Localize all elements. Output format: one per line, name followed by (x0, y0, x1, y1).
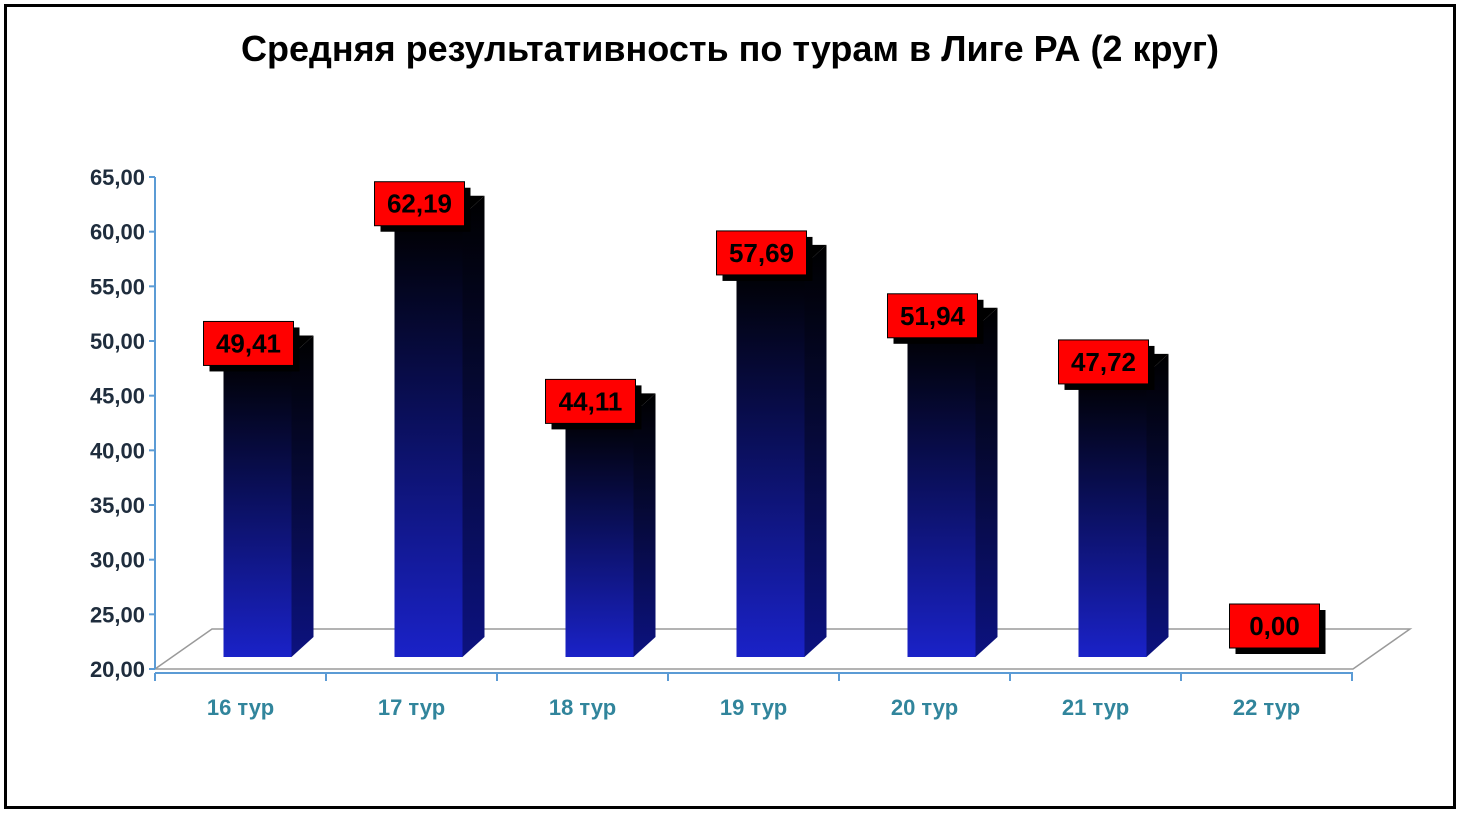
data-label-box (716, 230, 807, 276)
y-tick-label: 30,00 (90, 548, 145, 573)
bar-side-face (291, 335, 314, 657)
bar (736, 244, 827, 657)
bar-front-face (736, 264, 805, 657)
y-tick-label: 20,00 (90, 657, 145, 682)
y-tick-label: 65,00 (90, 165, 145, 190)
bar-side-face (633, 393, 656, 657)
data-label-box (1229, 603, 1320, 649)
bar-front-face (394, 215, 463, 658)
data-label-text: 44,11 (559, 386, 623, 416)
data-label-text: 47,72 (1071, 347, 1136, 377)
data-label: 0,00 (1229, 603, 1326, 654)
data-label-text: 0,00 (1249, 611, 1300, 641)
bar-side-face (804, 244, 827, 657)
chart-title: Средняя результативность по турам в Лиге… (241, 28, 1219, 69)
data-label-box (374, 181, 465, 227)
x-tick-label: 19 тур (720, 695, 787, 720)
x-tick-label: 17 тур (378, 695, 445, 720)
data-label-text: 49,41 (216, 328, 281, 358)
data-label-text: 57,69 (729, 238, 794, 268)
x-tick-label: 22 тур (1233, 695, 1300, 720)
x-tick-label: 16 тур (207, 695, 274, 720)
data-label: 62,19 (374, 181, 471, 232)
bar-side-face (975, 307, 998, 657)
bar-front-face (223, 355, 292, 657)
x-tick-label: 20 тур (891, 695, 958, 720)
data-label: 49,41 (203, 320, 300, 372)
data-label-text: 62,19 (387, 189, 452, 219)
chart-floor (152, 628, 1413, 670)
bar (394, 195, 485, 658)
x-tick-label: 21 тур (1062, 695, 1129, 720)
bar (907, 307, 998, 657)
data-label-box (887, 293, 978, 339)
y-tick-label: 55,00 (90, 274, 145, 299)
data-label-box (1058, 339, 1149, 385)
data-label-box (545, 378, 636, 424)
bar-side-face (462, 195, 485, 658)
bar-side-face (1146, 353, 1169, 657)
bar (1078, 353, 1169, 657)
data-label-text: 51,94 (900, 301, 966, 331)
data-label: 47,72 (1058, 339, 1155, 390)
data-label: 51,94 (887, 293, 984, 344)
y-tick-label: 40,00 (90, 438, 145, 463)
y-tick-label: 50,00 (90, 329, 145, 354)
x-tick-label: 18 тур (549, 695, 616, 720)
y-tick-label: 60,00 (90, 220, 145, 245)
y-tick-label: 25,00 (90, 602, 145, 627)
bar (565, 393, 656, 657)
data-label: 57,69 (716, 230, 813, 281)
data-label-box (203, 320, 294, 366)
bar-front-face (907, 327, 976, 657)
y-tick-label: 35,00 (90, 493, 145, 518)
bar-front-face (1078, 373, 1147, 657)
data-label: 44,11 (545, 378, 642, 430)
bar-front-face (565, 413, 634, 657)
y-tick-label: 45,00 (90, 384, 145, 409)
bar (223, 335, 314, 657)
